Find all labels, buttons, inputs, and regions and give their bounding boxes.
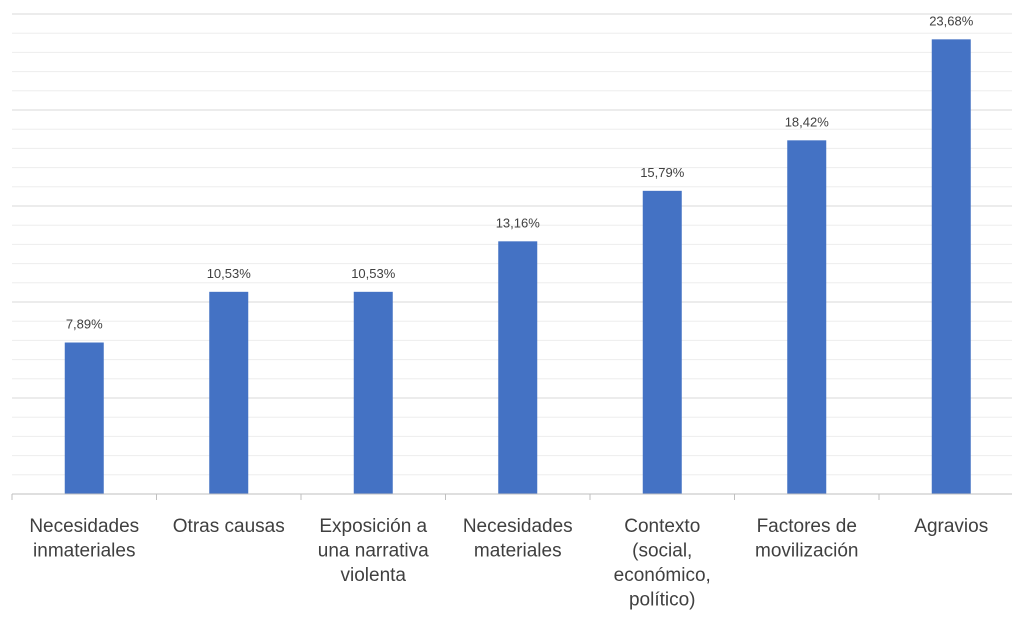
bar bbox=[209, 291, 249, 494]
data-labels: 7,89% 10,53% 10,53% 13,16% 15,79% 18,42% 23,68… bbox=[66, 13, 974, 331]
bar bbox=[353, 291, 393, 494]
category-label: Exposición a una narrativa violenta bbox=[318, 516, 429, 586]
data-label: 13,16% bbox=[496, 215, 541, 230]
data-label: 15,79% bbox=[640, 165, 685, 180]
category-label: Necesidades materiales bbox=[463, 516, 573, 562]
bar bbox=[642, 190, 682, 494]
data-label: 23,68% bbox=[929, 13, 974, 28]
bar bbox=[498, 241, 538, 494]
bars bbox=[64, 39, 971, 495]
data-label: 7,89% bbox=[66, 317, 103, 332]
category-label: Necesidades inmateriales bbox=[29, 516, 139, 562]
category-labels: Necesidades inmateriales Otras causas Expos… bbox=[29, 516, 988, 611]
bar bbox=[931, 39, 971, 495]
category-label: Agravios bbox=[914, 516, 988, 537]
bar bbox=[64, 342, 104, 494]
bar bbox=[787, 140, 827, 494]
category-label: Factores de movilización bbox=[755, 516, 858, 562]
x-axis bbox=[11, 493, 1012, 500]
data-label: 10,53% bbox=[351, 266, 396, 281]
data-label: 10,53% bbox=[207, 266, 252, 281]
category-label: Contexto (social, económico, político) bbox=[614, 516, 711, 611]
data-label: 18,42% bbox=[785, 114, 830, 129]
category-label: Otras causas bbox=[173, 516, 285, 537]
